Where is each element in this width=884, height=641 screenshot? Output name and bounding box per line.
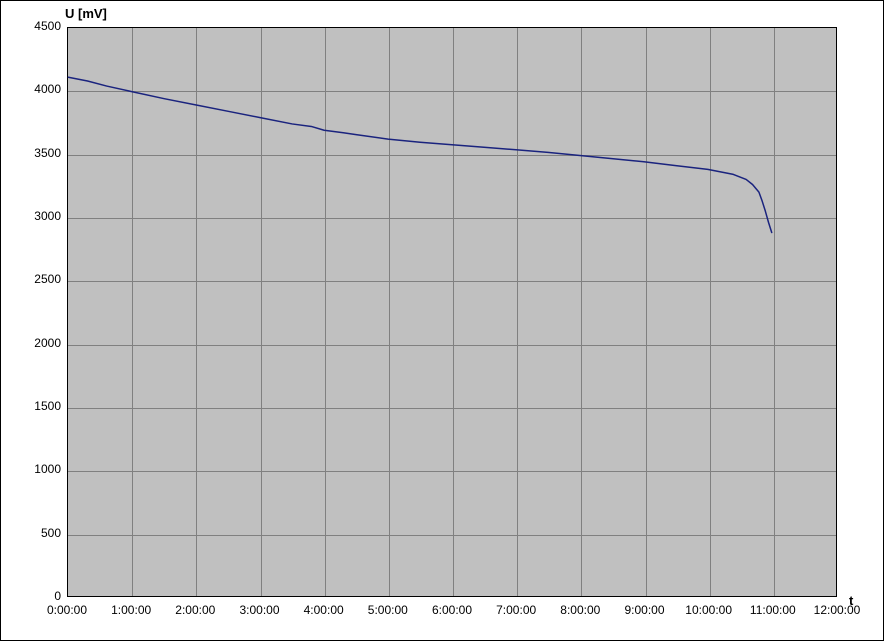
x-tick-label: 2:00:00 [165, 603, 225, 617]
x-tick-label: 9:00:00 [615, 603, 675, 617]
x-tick-label: 7:00:00 [486, 603, 546, 617]
x-tick-label: 4:00:00 [294, 603, 354, 617]
x-tick-label: 3:00:00 [230, 603, 290, 617]
y-tick-label: 3500 [11, 146, 61, 160]
plot-area [67, 27, 837, 597]
y-axis-title: U [mV] [65, 6, 107, 21]
y-tick-label: 2000 [11, 336, 61, 350]
x-tick-label: 12:00:00 [807, 603, 867, 617]
series-layer [68, 28, 836, 596]
y-tick-label: 4500 [11, 19, 61, 33]
y-tick-label: 1500 [11, 399, 61, 413]
chart-frame: U [mV] t 0500100015002000250030003500400… [0, 0, 884, 641]
x-tick-label: 10:00:00 [679, 603, 739, 617]
series-line [68, 77, 771, 232]
x-tick-label: 8:00:00 [550, 603, 610, 617]
x-tick-label: 0:00:00 [37, 603, 97, 617]
y-tick-label: 500 [11, 526, 61, 540]
y-tick-label: 0 [11, 589, 61, 603]
x-tick-label: 6:00:00 [422, 603, 482, 617]
y-tick-label: 1000 [11, 462, 61, 476]
x-tick-label: 11:00:00 [743, 603, 803, 617]
y-tick-label: 2500 [11, 272, 61, 286]
y-tick-label: 3000 [11, 209, 61, 223]
y-tick-label: 4000 [11, 82, 61, 96]
x-tick-label: 5:00:00 [358, 603, 418, 617]
x-tick-label: 1:00:00 [101, 603, 161, 617]
